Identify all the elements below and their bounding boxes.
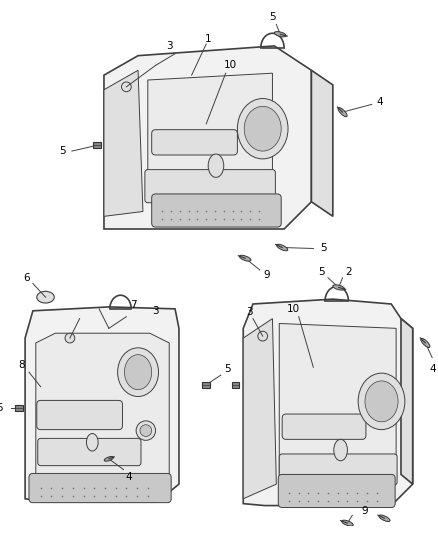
FancyBboxPatch shape [37, 400, 123, 430]
Text: 8: 8 [18, 360, 25, 370]
Text: 4: 4 [125, 472, 132, 482]
FancyBboxPatch shape [202, 382, 210, 387]
Text: 3: 3 [152, 306, 159, 316]
Text: 4: 4 [376, 98, 383, 108]
Ellipse shape [334, 439, 347, 461]
Ellipse shape [37, 292, 54, 303]
Ellipse shape [121, 82, 131, 92]
Ellipse shape [274, 31, 286, 37]
Polygon shape [279, 324, 396, 484]
Text: 2: 2 [345, 267, 352, 277]
Ellipse shape [421, 338, 430, 348]
Ellipse shape [338, 108, 347, 117]
Ellipse shape [104, 456, 113, 461]
Polygon shape [148, 73, 272, 201]
Ellipse shape [276, 244, 288, 251]
FancyBboxPatch shape [29, 473, 171, 503]
Ellipse shape [136, 421, 155, 440]
Polygon shape [104, 70, 143, 216]
Ellipse shape [86, 433, 98, 451]
Text: 4: 4 [430, 364, 436, 374]
Text: 5: 5 [320, 244, 326, 254]
Text: 10: 10 [287, 304, 300, 314]
Text: 6: 6 [23, 273, 29, 282]
Polygon shape [25, 307, 179, 502]
Text: 9: 9 [263, 270, 270, 280]
Ellipse shape [365, 381, 398, 422]
Text: 9: 9 [362, 506, 368, 516]
Ellipse shape [333, 285, 345, 290]
Ellipse shape [208, 154, 224, 177]
Polygon shape [243, 319, 276, 499]
Ellipse shape [124, 354, 152, 390]
Ellipse shape [379, 515, 390, 521]
Ellipse shape [342, 520, 353, 526]
Ellipse shape [240, 255, 251, 261]
Ellipse shape [118, 348, 159, 397]
Polygon shape [36, 333, 169, 492]
Polygon shape [401, 319, 413, 484]
FancyBboxPatch shape [93, 142, 101, 148]
FancyBboxPatch shape [152, 194, 281, 227]
Polygon shape [311, 70, 333, 216]
FancyBboxPatch shape [278, 474, 395, 507]
Text: 5: 5 [269, 12, 276, 22]
Ellipse shape [140, 425, 152, 437]
Text: 5: 5 [59, 146, 65, 156]
Text: 3: 3 [246, 307, 252, 317]
Ellipse shape [358, 373, 405, 430]
FancyBboxPatch shape [145, 169, 276, 203]
Text: 3: 3 [166, 41, 173, 51]
Text: 5: 5 [0, 403, 3, 413]
Text: 1: 1 [205, 34, 212, 44]
Polygon shape [104, 46, 311, 229]
Text: 5: 5 [224, 364, 231, 374]
FancyBboxPatch shape [232, 382, 239, 387]
Ellipse shape [244, 106, 281, 151]
Text: 10: 10 [224, 60, 237, 70]
Text: 5: 5 [318, 267, 325, 277]
Text: 7: 7 [130, 300, 137, 310]
FancyBboxPatch shape [15, 405, 23, 411]
FancyBboxPatch shape [152, 130, 237, 155]
FancyBboxPatch shape [38, 438, 141, 466]
Ellipse shape [65, 333, 75, 343]
Polygon shape [243, 299, 413, 506]
Ellipse shape [237, 99, 288, 159]
FancyBboxPatch shape [282, 414, 366, 439]
Ellipse shape [258, 332, 268, 341]
FancyBboxPatch shape [279, 454, 397, 485]
